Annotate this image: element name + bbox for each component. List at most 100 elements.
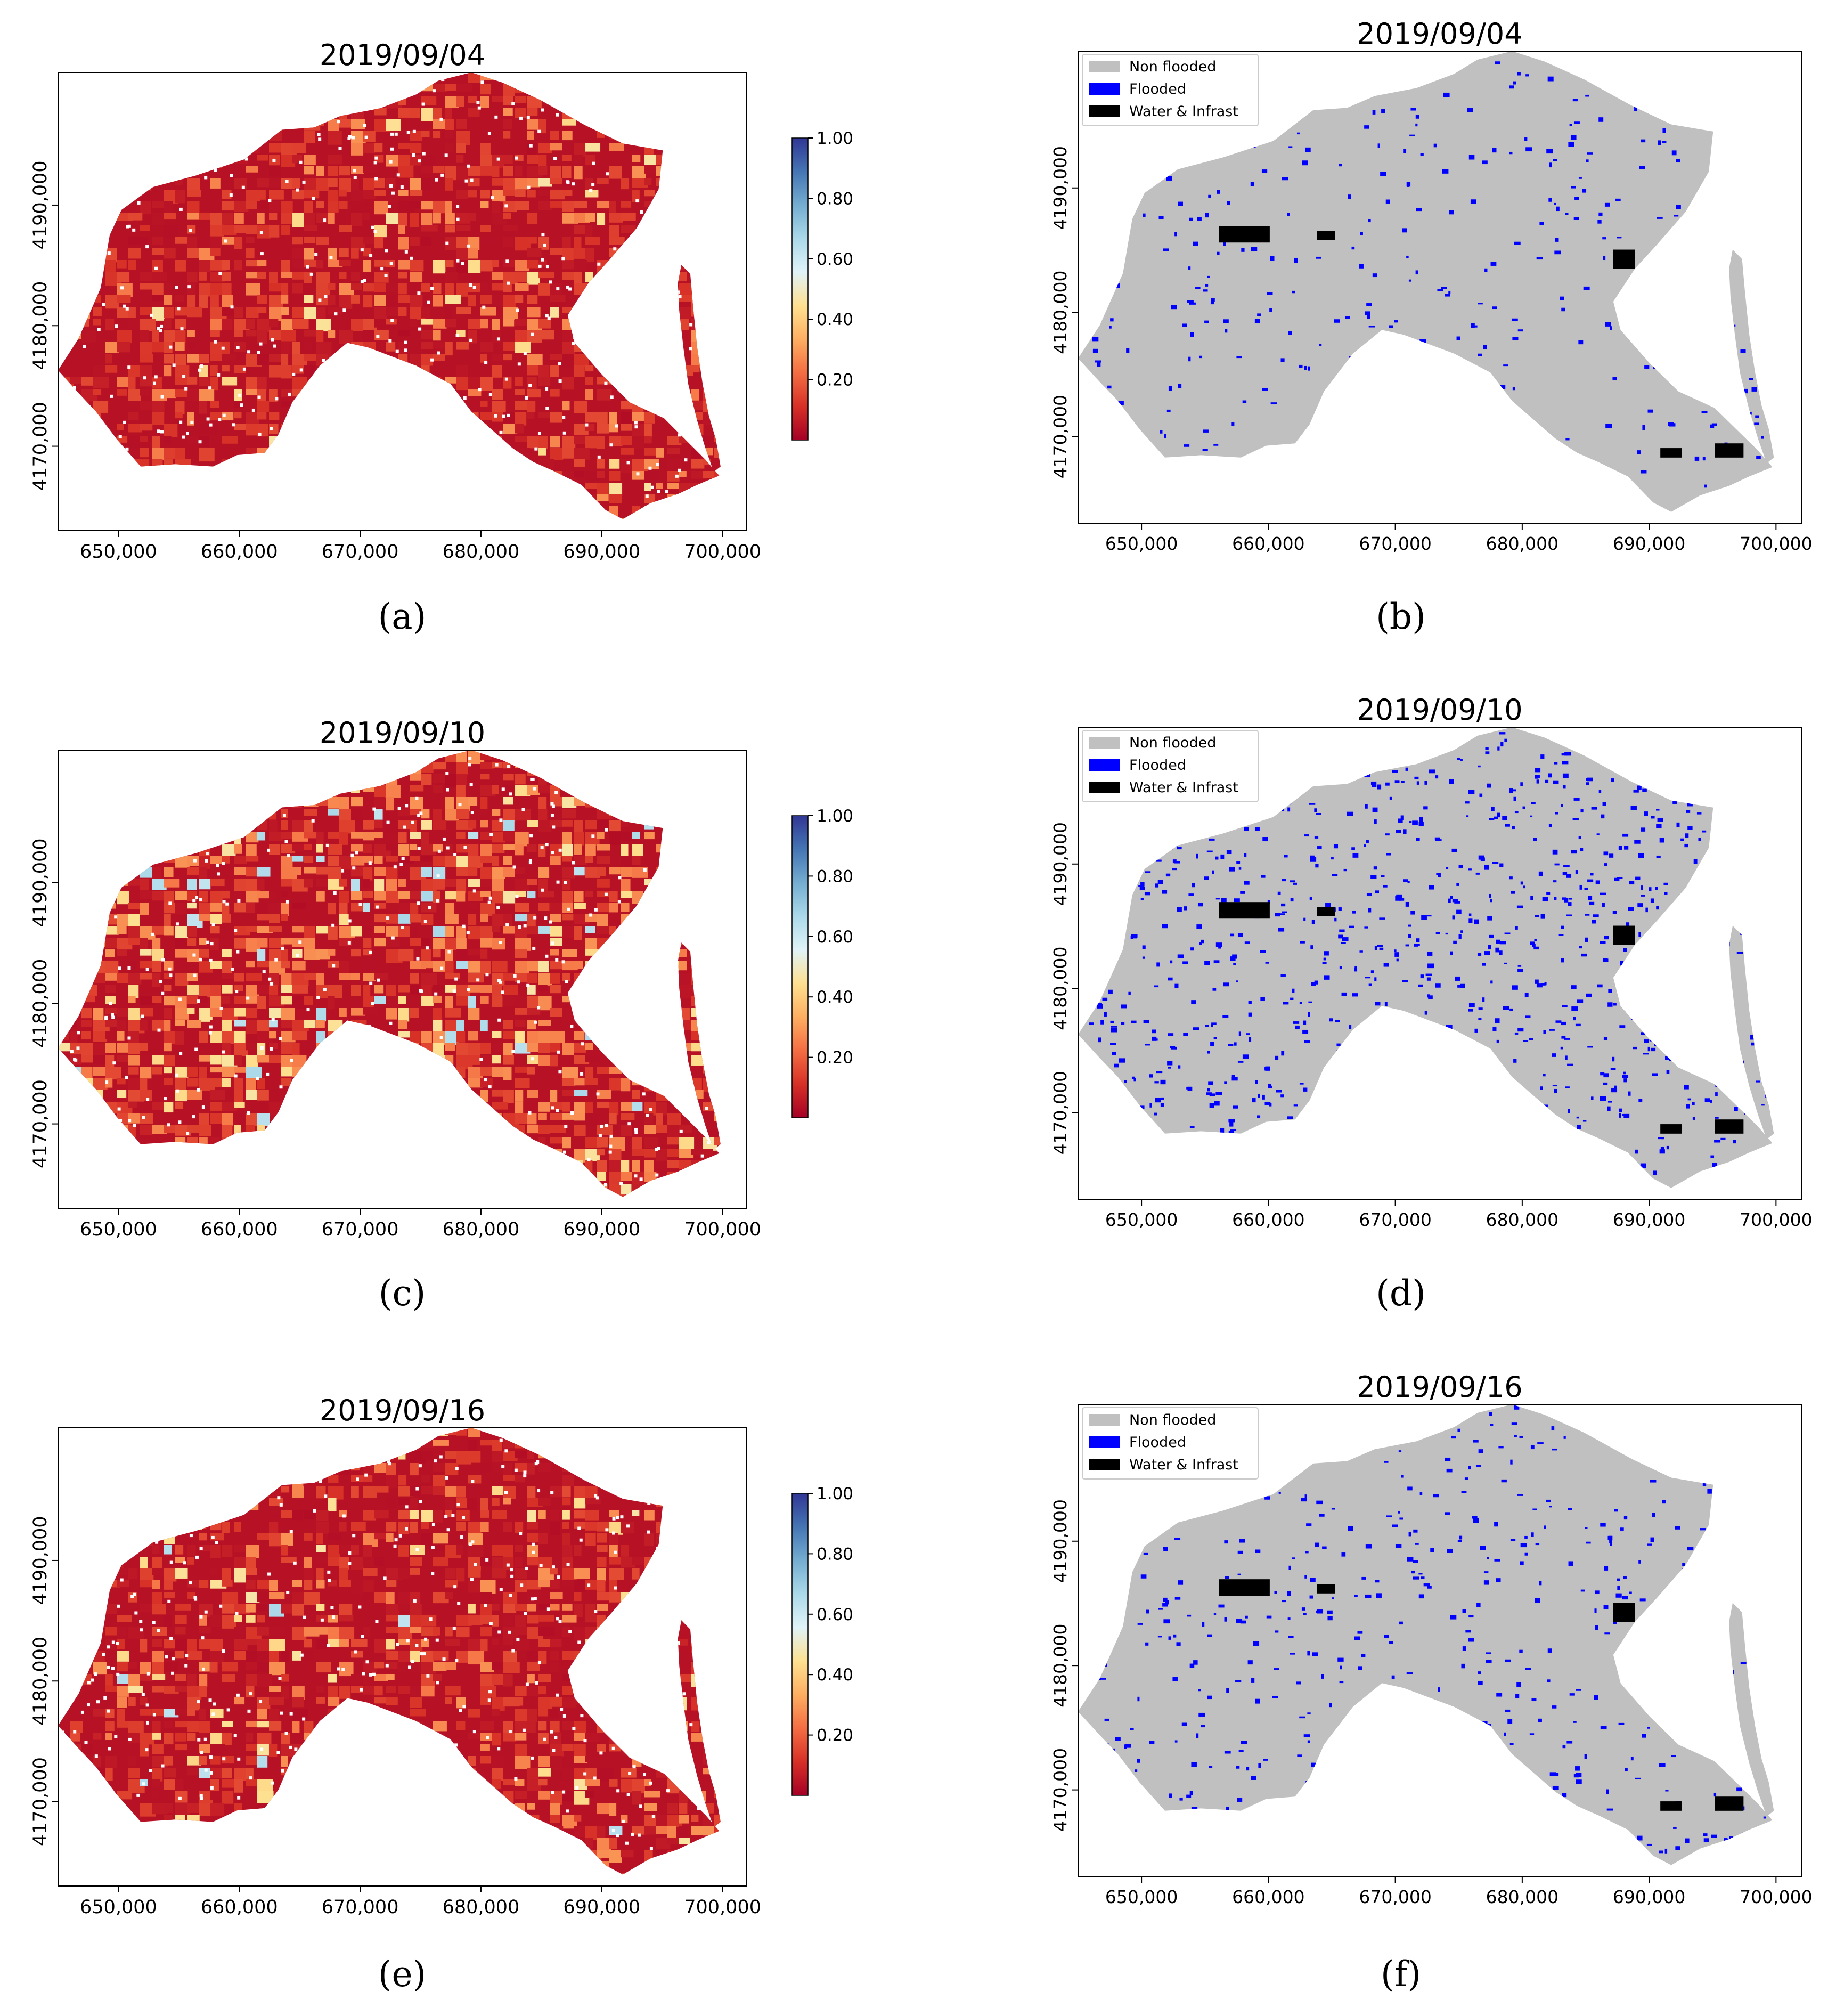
map-patch xyxy=(164,762,171,769)
map-patch xyxy=(632,844,643,857)
map-patch xyxy=(81,1137,93,1145)
map-patch xyxy=(351,1160,362,1168)
nodata-speck xyxy=(275,766,279,770)
map-patch xyxy=(257,401,270,412)
map-patch xyxy=(492,401,506,414)
map-patch xyxy=(503,459,514,472)
map-patch xyxy=(152,342,167,353)
map-patch xyxy=(328,1172,343,1181)
map-patch xyxy=(386,762,398,771)
flooded-pixel xyxy=(1761,84,1768,87)
map-patch xyxy=(81,248,95,255)
map-patch xyxy=(656,996,669,1007)
map-patch xyxy=(292,1055,307,1067)
map-patch xyxy=(714,166,721,176)
nodata-speck xyxy=(462,924,466,928)
map-patch xyxy=(70,72,78,79)
map-patch xyxy=(421,856,432,862)
nodata-speck xyxy=(536,509,540,513)
map-patch xyxy=(609,131,625,140)
map-patch xyxy=(316,1172,329,1178)
flooded-pixel xyxy=(1606,56,1612,60)
map-patch xyxy=(246,72,260,85)
map-patch xyxy=(140,272,156,281)
map-patch xyxy=(515,471,527,480)
map-patch xyxy=(632,1031,644,1041)
map-patch xyxy=(339,389,349,402)
map-patch xyxy=(503,1172,515,1184)
map-patch xyxy=(234,459,249,467)
map-patch xyxy=(222,471,237,483)
map-patch xyxy=(281,1113,292,1123)
map-patch xyxy=(93,307,102,316)
map-patch xyxy=(527,96,542,108)
map-patch xyxy=(703,1055,711,1067)
map-patch xyxy=(58,342,68,349)
map-patch xyxy=(714,494,721,502)
nodata-speck xyxy=(123,420,126,424)
nodata-speck xyxy=(644,921,648,924)
map-patch xyxy=(152,809,166,819)
flooded-pixel xyxy=(1778,208,1782,211)
map-patch xyxy=(609,774,619,785)
map-patch xyxy=(703,1067,716,1074)
map-patch xyxy=(199,750,208,757)
flooded-pixel xyxy=(1483,345,1487,349)
flooded-pixel xyxy=(1671,150,1677,156)
map-patch xyxy=(480,448,494,459)
nodata-speck xyxy=(689,347,692,351)
nodata-speck xyxy=(298,1158,301,1162)
map-patch xyxy=(257,785,268,794)
map-patch xyxy=(515,377,523,386)
map-patch xyxy=(585,1102,593,1115)
map-patch xyxy=(468,844,479,858)
nodata-speck xyxy=(388,1152,392,1156)
flooded-pixel xyxy=(1143,213,1146,217)
nodata-speck xyxy=(169,1164,173,1168)
map-patch xyxy=(433,401,450,413)
map-patch xyxy=(81,319,89,327)
map-patch xyxy=(574,1055,590,1064)
nodata-speck xyxy=(596,1092,600,1096)
map-patch xyxy=(703,213,714,221)
map-patch xyxy=(480,996,489,1004)
map-patch xyxy=(117,914,132,926)
nodata-speck xyxy=(687,785,691,788)
map-patch xyxy=(81,1125,97,1136)
map-patch xyxy=(585,307,593,315)
map-patch xyxy=(644,996,659,1007)
map-patch xyxy=(574,283,590,295)
nodata-speck xyxy=(98,957,102,961)
map-patch xyxy=(328,832,339,839)
map-patch xyxy=(410,506,425,515)
nodata-speck xyxy=(118,435,122,438)
map-patch xyxy=(81,272,92,284)
map-patch xyxy=(246,330,257,337)
map-patch xyxy=(597,483,609,494)
map-patch xyxy=(562,1008,577,1022)
map-patch xyxy=(726,143,740,154)
map-patch xyxy=(269,330,282,340)
map-patch xyxy=(398,1020,407,1029)
nodata-speck xyxy=(292,372,296,376)
flooded-pixel xyxy=(1612,377,1617,381)
map-patch xyxy=(316,1020,325,1028)
map-patch xyxy=(81,307,90,319)
map-patch xyxy=(328,797,342,809)
map-patch xyxy=(562,84,572,92)
nodata-speck xyxy=(258,432,262,436)
map-patch xyxy=(691,213,700,225)
flooded-pixel xyxy=(1348,75,1352,78)
map-patch xyxy=(656,762,667,769)
flooded-pixel xyxy=(1605,322,1611,327)
nodata-speck xyxy=(294,798,298,802)
map-patch xyxy=(316,1043,326,1053)
nodata-speck xyxy=(209,1025,213,1029)
map-patch xyxy=(117,190,128,202)
flooded-pixel xyxy=(1394,320,1398,323)
map-patch xyxy=(445,809,459,821)
map-patch xyxy=(515,926,527,940)
map-patch xyxy=(585,471,601,481)
map-patch xyxy=(714,84,721,93)
nodata-speck xyxy=(364,135,368,139)
